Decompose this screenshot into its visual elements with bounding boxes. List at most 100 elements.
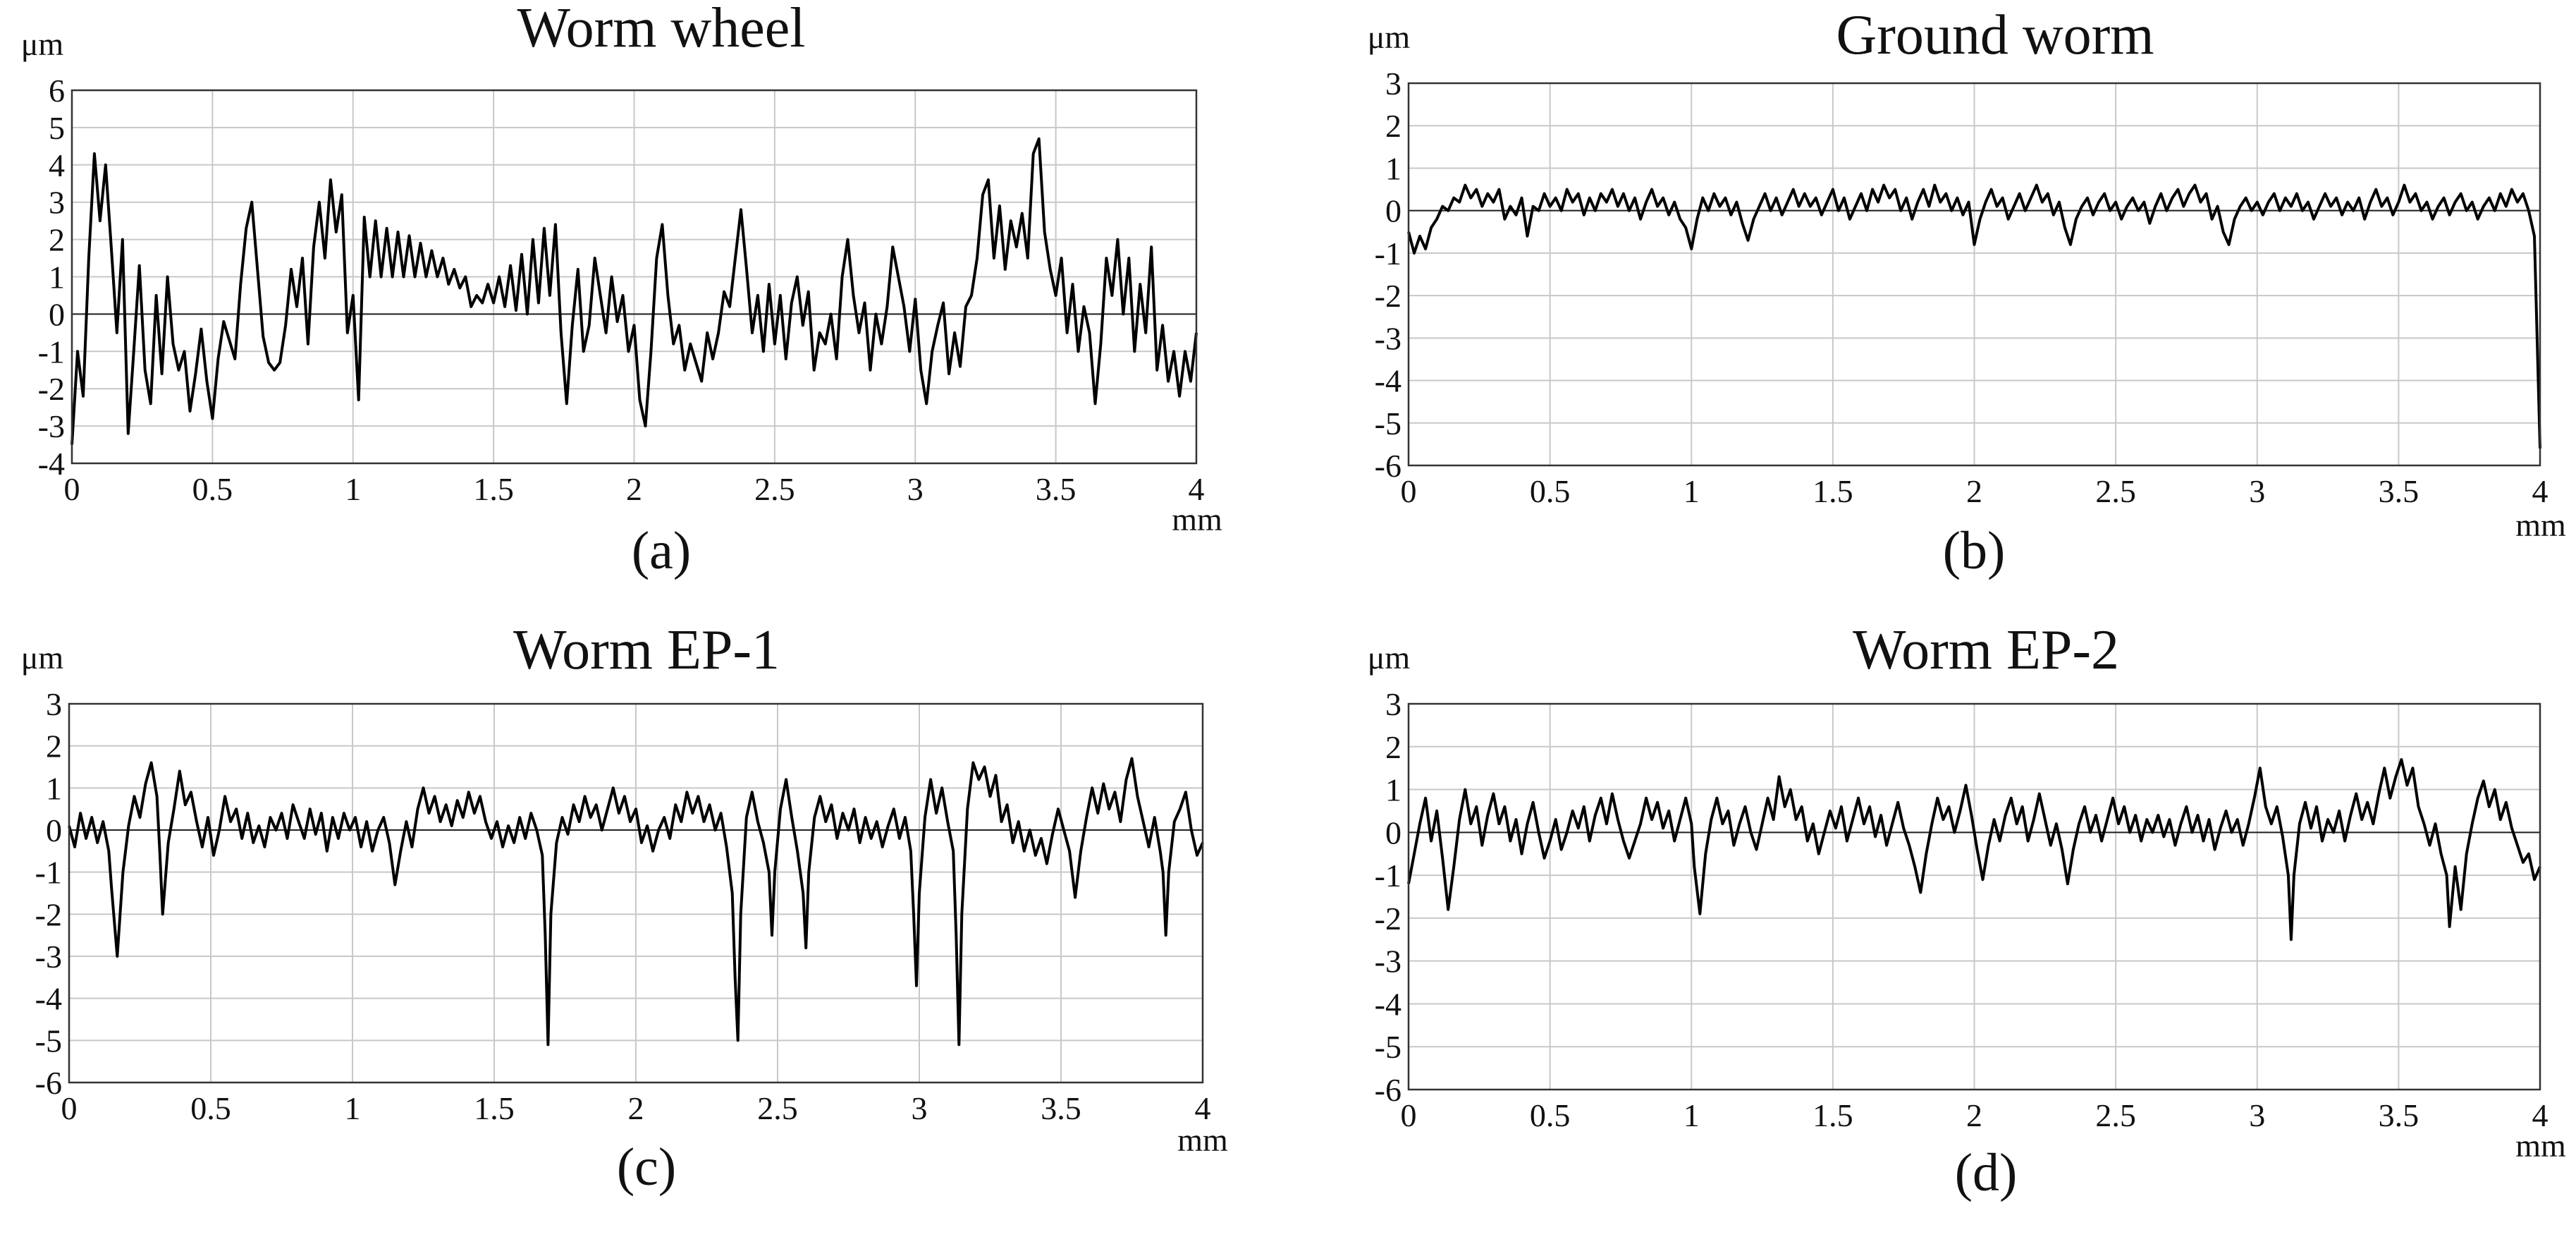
chart-title: Worm EP-2 xyxy=(1853,619,2119,681)
y-tick-label: -1 xyxy=(38,334,65,370)
y-tick-label: 2 xyxy=(1385,729,1402,765)
profile-series-line xyxy=(70,137,1198,445)
y-axis-unit: μm xyxy=(21,26,64,62)
x-tick-label: 3.5 xyxy=(1036,471,1077,507)
y-tick-label: -4 xyxy=(1375,363,1402,399)
plot-frame xyxy=(1407,702,2541,1091)
plot-frame xyxy=(1407,82,2541,467)
profile-series-line xyxy=(1407,758,2541,941)
x-tick-label: 3 xyxy=(907,471,924,507)
x-tick-label: 2 xyxy=(1966,473,1982,509)
y-tick-label: -1 xyxy=(1375,236,1402,272)
x-tick-label: 3 xyxy=(912,1090,928,1126)
y-tick-label: -2 xyxy=(1375,901,1402,937)
y-tick-label: -3 xyxy=(1375,320,1402,356)
chart-title: Ground worm xyxy=(1836,4,2154,66)
chart-title: Worm EP-1 xyxy=(513,619,780,681)
y-tick-label: -3 xyxy=(35,939,62,975)
y-tick-label: 3 xyxy=(1385,686,1402,722)
x-tick-label: 1 xyxy=(1683,473,1700,509)
y-tick-label: 3 xyxy=(1385,66,1402,102)
x-tick-label: 4 xyxy=(2532,1097,2549,1133)
profile-series-line xyxy=(68,757,1204,1047)
x-tick-label: 4 xyxy=(2532,473,2549,509)
y-axis-unit: μm xyxy=(1368,640,1411,676)
y-axis-unit: μm xyxy=(21,640,64,676)
y-tick-label: 0 xyxy=(1385,815,1402,850)
y-tick-label: 2 xyxy=(49,222,65,258)
x-tick-label: 4 xyxy=(1195,1090,1211,1126)
y-tick-label: -5 xyxy=(35,1023,62,1059)
y-tick-label: 1 xyxy=(1385,150,1402,186)
x-tick-label: 1 xyxy=(345,471,361,507)
y-tick-label: 5 xyxy=(49,110,65,146)
x-tick-label: 3.5 xyxy=(1041,1090,1081,1126)
x-axis-unit: mm xyxy=(1177,1122,1228,1158)
y-axis-unit: μm xyxy=(1368,19,1411,55)
y-tick-label: -2 xyxy=(1375,278,1402,314)
y-tick-label: -1 xyxy=(35,855,62,891)
x-tick-label: 1.5 xyxy=(1813,473,1853,509)
x-tick-label: 2.5 xyxy=(2095,1097,2136,1133)
y-tick-label: 0 xyxy=(46,812,62,848)
y-tick-label: -2 xyxy=(35,896,62,932)
x-tick-label: 1 xyxy=(1683,1097,1700,1133)
profile-series-line xyxy=(1407,183,2541,449)
x-tick-label: 3 xyxy=(2249,473,2265,509)
plot-frame xyxy=(70,89,1198,465)
x-tick-label: 0.5 xyxy=(192,471,233,507)
y-tick-label: 0 xyxy=(1385,193,1402,229)
y-tick-label: -6 xyxy=(1375,1072,1402,1108)
panel-caption: (c) xyxy=(617,1138,676,1197)
y-tick-label: -3 xyxy=(1375,944,1402,980)
y-tick-label: -5 xyxy=(1375,1029,1402,1065)
x-tick-label: 1.5 xyxy=(474,1090,515,1126)
x-tick-label: 3.5 xyxy=(2379,1097,2419,1133)
chart-2: 0 0.5 1 1.5 2 2.5 3 3.5 4 3 2 1 0 -1 -2 -3 -4 -5 -6 Worm EP… xyxy=(21,619,1228,1197)
x-tick-label: 1 xyxy=(345,1090,361,1126)
y-tick-label: -4 xyxy=(35,981,62,1017)
x-axis-unit: mm xyxy=(1172,501,1222,537)
y-tick-label: 1 xyxy=(49,260,65,295)
x-tick-label: 0 xyxy=(1401,473,1417,509)
y-tick-label: 3 xyxy=(46,686,62,722)
x-tick-label: 0.5 xyxy=(190,1090,231,1126)
y-tick-label: 3 xyxy=(49,185,65,221)
x-tick-label: 2 xyxy=(1966,1097,1982,1133)
x-tick-label: 2.5 xyxy=(754,471,795,507)
x-tick-label: 4 xyxy=(1189,471,1205,507)
x-tick-label: 0 xyxy=(61,1090,78,1126)
x-tick-label: 1.5 xyxy=(1813,1097,1853,1133)
y-tick-label: 1 xyxy=(1385,772,1402,808)
chart-title: Worm wheel xyxy=(517,0,806,59)
y-tick-label: 0 xyxy=(49,296,65,332)
y-tick-label: -5 xyxy=(1375,405,1402,441)
x-tick-label: 2 xyxy=(628,1090,644,1126)
x-axis-unit: mm xyxy=(2515,1128,2566,1164)
y-tick-label: 4 xyxy=(49,147,65,183)
x-tick-label: 2 xyxy=(626,471,642,507)
y-tick-label: -3 xyxy=(38,408,65,444)
plot-frame xyxy=(68,702,1204,1084)
x-tick-label: 3.5 xyxy=(2379,473,2419,509)
y-tick-label: 2 xyxy=(1385,108,1402,144)
y-tick-label: -4 xyxy=(1375,986,1402,1022)
y-tick-label: 2 xyxy=(46,728,62,764)
x-tick-label: 3 xyxy=(2249,1097,2265,1133)
x-tick-label: 1.5 xyxy=(473,471,514,507)
chart-1: 0 0.5 1 1.5 2 2.5 3 3.5 4 3 2 1 0 -1 -2 -3 -4 -5 -6 Ground … xyxy=(1368,4,2566,580)
panel-caption: (a) xyxy=(632,521,691,580)
y-tick-label: -1 xyxy=(1375,858,1402,894)
chart-3: 0 0.5 1 1.5 2 2.5 3 3.5 4 3 2 1 0 -1 -2 -3 -4 -5 -6 Worm EP… xyxy=(1368,619,2566,1202)
y-tick-label: -6 xyxy=(35,1065,62,1101)
y-tick-label: -6 xyxy=(1375,448,1402,484)
panel-caption: (d) xyxy=(1955,1143,2018,1202)
x-tick-label: 0.5 xyxy=(1530,1097,1571,1133)
x-tick-label: 2.5 xyxy=(757,1090,798,1126)
panel-caption: (b) xyxy=(1943,521,2006,580)
y-tick-label: 6 xyxy=(49,73,65,109)
y-tick-label: 1 xyxy=(46,770,62,806)
